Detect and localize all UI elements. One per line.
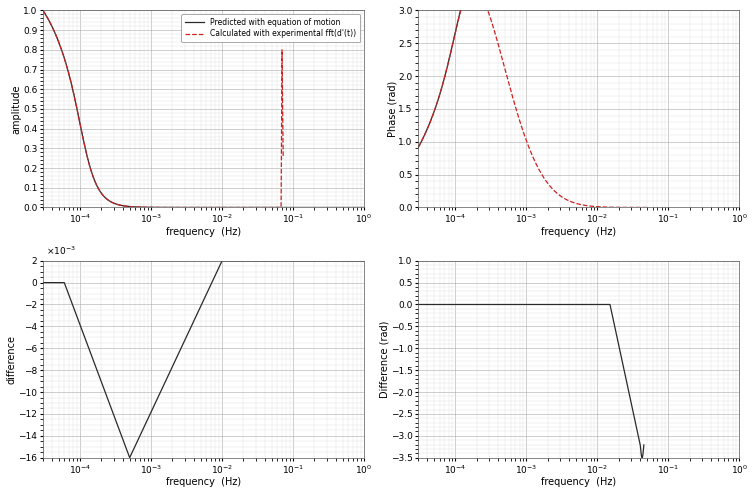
Y-axis label: Phase (rad): Phase (rad) [387, 81, 397, 137]
Text: $\times 10^{-3}$: $\times 10^{-3}$ [46, 245, 76, 257]
Predicted with equation of motion [278, 205, 287, 210]
Predicted with equation of motion [97, 190, 106, 196]
Legend: Predicted with equation of motion, Calculated with experimental fft(d'(t)): Predicted with equation of motion, Calcu… [181, 14, 360, 42]
X-axis label: frequency  (Hz): frequency (Hz) [541, 477, 617, 487]
X-axis label: frequency  (Hz): frequency (Hz) [166, 227, 241, 237]
Predicted with equation of motion [231, 205, 240, 210]
Calculated with experimental fft(d'(t)) [231, 205, 240, 210]
Y-axis label: Difference (rad): Difference (rad) [380, 321, 390, 398]
Predicted with equation of motion [161, 205, 170, 210]
Y-axis label: amplitude: amplitude [11, 84, 22, 134]
Predicted with equation of motion [247, 205, 256, 210]
Line: Calculated with experimental fft(d'(t)): Calculated with experimental fft(d'(t)) [43, 10, 283, 207]
Calculated with experimental fft(d'(t)) [247, 205, 256, 210]
X-axis label: frequency  (Hz): frequency (Hz) [166, 477, 241, 487]
X-axis label: frequency  (Hz): frequency (Hz) [541, 227, 617, 237]
Calculated with experimental fft(d'(t)) [97, 190, 106, 196]
Y-axis label: difference: difference [7, 335, 17, 384]
Predicted with equation of motion [303, 205, 312, 210]
Calculated with experimental fft(d'(t)) [39, 7, 48, 13]
Predicted with equation of motion [39, 7, 48, 13]
Calculated with experimental fft(d'(t)) [278, 89, 287, 95]
Calculated with experimental fft(d'(t)) [161, 205, 170, 210]
Line: Predicted with equation of motion: Predicted with equation of motion [43, 10, 364, 207]
Predicted with equation of motion [359, 205, 368, 210]
